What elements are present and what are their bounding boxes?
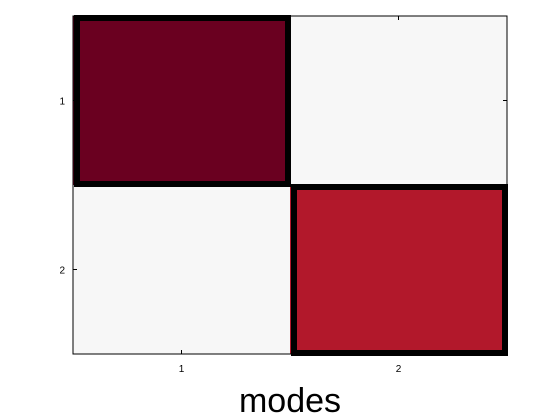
y-tick-label-1: 1	[59, 97, 65, 108]
heatmap-cell-r2-c1	[73, 185, 290, 354]
heatmap-cell-r1-c2	[290, 16, 507, 185]
x-axis-label: modes	[239, 382, 341, 420]
axis-ticks: 1 2 1 2	[59, 16, 507, 375]
x-tick-label-1: 1	[179, 364, 185, 375]
heatmap-cell-r2-c2	[290, 185, 507, 354]
x-tick-label-2: 2	[396, 364, 402, 375]
axis-labels: modes	[239, 382, 341, 420]
heatmap-cell-r1-c1	[73, 16, 290, 185]
y-tick-label-2: 2	[59, 266, 65, 277]
heatmap-cells	[73, 16, 507, 354]
